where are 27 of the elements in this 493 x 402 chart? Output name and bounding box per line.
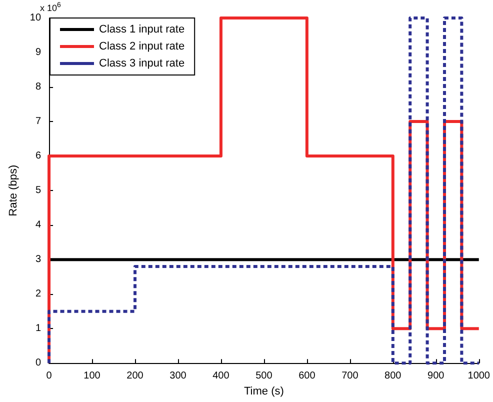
x-tick-label: 600: [298, 370, 316, 382]
legend-label: Class 3 input rate: [99, 58, 185, 70]
y-tick-label: 5: [35, 185, 42, 196]
x-tick-label: 400: [212, 370, 230, 382]
y-axis-title: Rate (bps): [8, 164, 20, 216]
y-tick-label: 1: [35, 323, 42, 334]
y-tick-label: 9: [35, 47, 42, 58]
y-tick-label: 10: [30, 12, 42, 24]
y-tick-label: 2: [35, 288, 42, 300]
x-tick-label: 100: [84, 370, 101, 382]
y-tick-label: 8: [35, 82, 42, 93]
x-tick-label: 700: [342, 370, 359, 382]
y-tick-label: 7: [35, 116, 42, 128]
y-tick-label: 4: [35, 220, 42, 231]
legend-label: Class 2 input rate: [99, 40, 185, 52]
x-tick-label: 200: [126, 370, 144, 382]
x-tick-label: 1000: [468, 370, 490, 382]
x-tick-label: 300: [170, 370, 187, 382]
y-tick-label: 0: [35, 358, 42, 369]
x-tick-label: 0: [46, 370, 52, 382]
y-tick-label: 3: [35, 254, 42, 266]
x-tick-label: 900: [428, 370, 445, 382]
x-axis-title: Time (s): [244, 386, 284, 398]
x-tick-label: 800: [384, 370, 402, 382]
y-tick-label: 6: [35, 150, 42, 162]
legend-label: Class 1 input rate: [99, 24, 185, 36]
x-tick-label: 500: [256, 370, 273, 382]
